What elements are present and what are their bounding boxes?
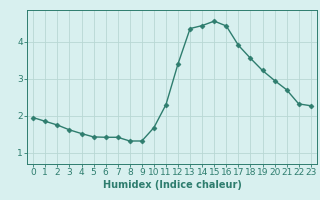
X-axis label: Humidex (Indice chaleur): Humidex (Indice chaleur) <box>103 180 241 190</box>
